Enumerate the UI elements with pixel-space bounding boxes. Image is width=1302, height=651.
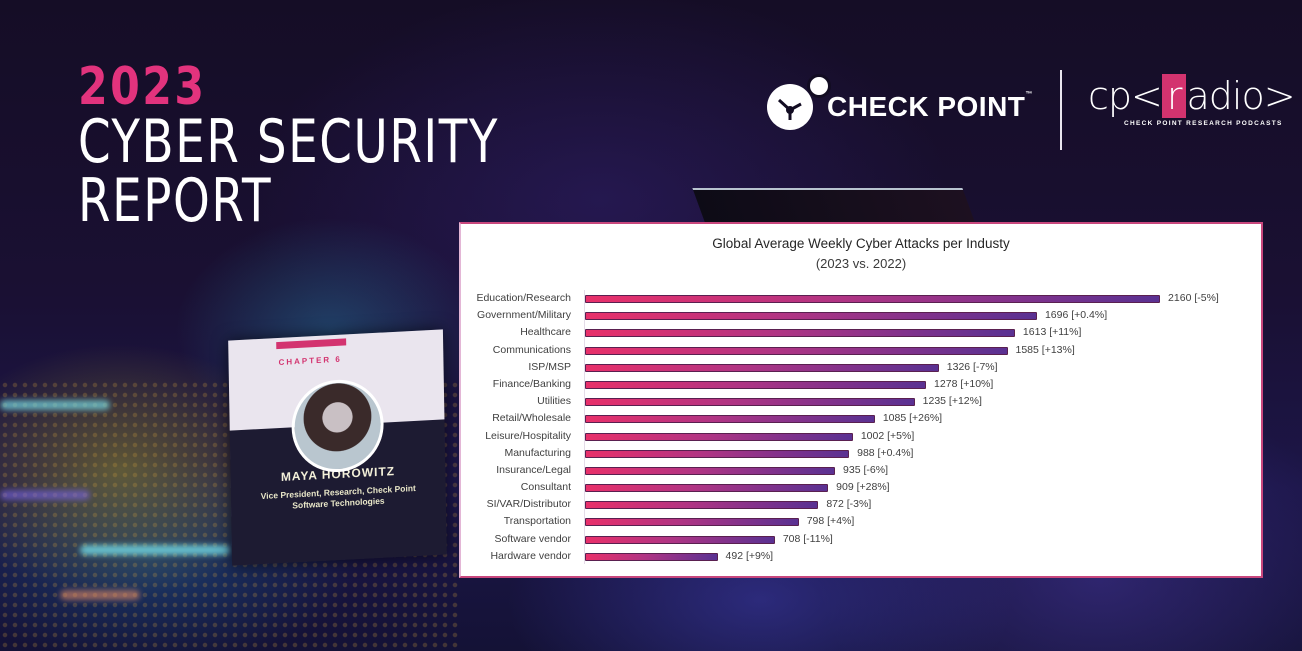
bar [585,501,819,510]
data-label: 1278 [+10%] [934,377,994,390]
chart-title: Global Average Weekly Cyber Attacks per … [712,236,1010,251]
bar [585,398,915,407]
category-label: Utilities [537,395,571,408]
bar [585,432,853,441]
bar [585,346,1008,355]
bar-row: Government/Military 1696 [+0.4%] [461,308,1261,325]
data-label: 1585 [+13%] [1015,343,1075,356]
bar-row: Retail/Wholesale 1085 [+26%] [461,411,1261,428]
bar-row: Transportation 798 [+4%] [461,514,1261,531]
data-label: 708 [-11%] [782,532,833,545]
chart-panel: Global Average Weekly Cyber Attacks per … [459,222,1263,578]
category-label: Hardware vendor [490,549,571,562]
report-title-line1: CYBER SECURITY [78,106,500,177]
bar-row: Hardware vendor 492 [+9%] [461,549,1261,566]
light-streak [0,400,110,410]
data-label: 1085 [+26%] [882,412,943,425]
report-title: 2023 CYBER SECURITY REPORT [78,57,618,236]
report-title-line2: REPORT [78,165,273,236]
category-label: Consultant [520,481,571,494]
data-label: 2160 [-5%] [1168,292,1219,304]
light-streak [60,590,140,600]
data-label: 1002 [+5%] [860,429,915,442]
bar [585,380,927,389]
data-label: 909 [+28%] [836,481,890,494]
bar-row: Communications 1585 [+13%] [461,343,1261,360]
bar [585,518,799,527]
bar [585,329,1015,338]
bar [585,363,939,372]
data-label: 988 [+0.4%] [857,446,914,459]
bar [585,295,1161,303]
report-chapter-cover: CHAPTER 6 MAYA HOROWITZ Vice President, … [228,329,447,566]
bar-row: Leisure/Hospitality 1002 [+5%] [461,429,1261,446]
data-label: 935 [-6%] [843,463,888,476]
bar [585,312,1037,321]
checkpoint-logo: CHECK POINT™ [767,74,1033,130]
category-label: Software vendor [494,532,571,545]
report-year: 2023 [78,57,207,117]
category-label: Transportation [503,515,571,528]
chapter-accent-bar [276,338,347,350]
category-label: Retail/Wholesale [492,412,571,425]
light-streak [0,490,90,500]
checkpoint-wordmark: CHECK POINT™ [827,91,1033,122]
bar-row: ISP/MSP 1326 [-7%] [461,360,1261,377]
bar-rows: Education/Research 2160 [-5%] Government/M… [461,291,1261,566]
category-label: Finance/Banking [492,377,571,390]
category-label: Government/Military [477,309,571,322]
category-label: Insurance/Legal [496,463,571,476]
cp-radio-logo: cp< r adio> CHECK POINT RESEARCH PODCASTS [1088,74,1296,127]
bar-row: Healthcare 1613 [+11%] [461,325,1261,342]
chart-subtitle: (2023 vs. 2022) [815,256,907,271]
category-label: Manufacturing [504,446,571,459]
bar-row: Manufacturing 988 [+0.4%] [461,446,1261,463]
author-role: Vice President, Research, Check Point So… [260,482,416,511]
category-label: ISP/MSP [528,360,571,373]
bar [585,535,775,544]
category-label: Healthcare [520,326,571,339]
bar-row: Utilities 1235 [+12%] [461,394,1261,411]
bar [585,484,829,493]
category-label: Communications [492,343,571,356]
bar-row: SI/VAR/Distributor 872 [-3%] [461,497,1261,514]
chapter-label: CHAPTER 6 [278,354,342,367]
bar-row: Insurance/Legal 935 [-6%] [461,463,1261,480]
bar [585,552,718,561]
bar [585,466,836,475]
data-label: 1696 [+0.4%] [1044,309,1108,322]
bar-row: Finance/Banking 1278 [+10%] [461,377,1261,394]
bar-row: Education/Research 2160 [-5%] [461,291,1261,308]
category-label: SI/VAR/Distributor [486,498,571,511]
cp-radio-tagline: CHECK POINT RESEARCH PODCASTS [1124,120,1283,127]
category-label: Education/Research [476,292,571,304]
logo-divider [1060,70,1062,150]
data-label: 872 [-3%] [826,498,872,511]
data-label: 492 [+9%] [725,549,774,562]
category-label: Leisure/Hospitality [485,429,571,442]
data-label: 1326 [-7%] [946,360,998,373]
bar [585,449,850,458]
light-streak [80,545,230,555]
data-label: 798 [+4%] [806,515,855,528]
bar [585,415,875,424]
data-label: 1235 [+12%] [922,395,982,408]
bar-row: Consultant 909 [+28%] [461,480,1261,497]
bar-row: Software vendor 708 [-11%] [461,532,1261,549]
category-axis-line [584,290,585,564]
data-label: 1613 [+11%] [1022,326,1082,339]
checkpoint-logo-icon [767,74,831,130]
